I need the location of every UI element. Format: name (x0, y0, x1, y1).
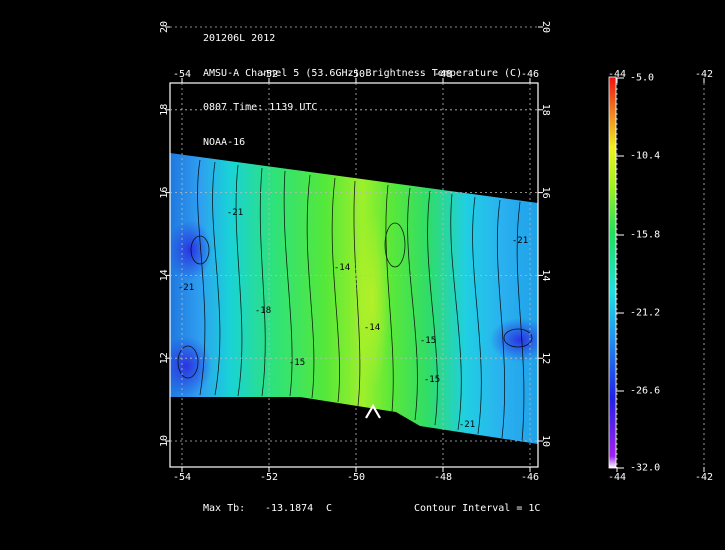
contour-label: -15 (420, 336, 436, 346)
product-title-line: AMSU-A Channel 5 (53.6GHz) Brightness Te… (203, 67, 523, 79)
max-tb-unit: C (326, 503, 333, 514)
plot-header: 201206L 2012 AMSU-A Channel 5 (53.6GHz) … (203, 10, 522, 160)
contour-label: -14 (334, 263, 350, 273)
contour-label: -21 (178, 283, 194, 293)
lon-tick-label: -50 (347, 69, 365, 80)
storm-center-marker (365, 403, 381, 419)
lon-tick-label: -46 (521, 472, 539, 483)
lon-tick-label: -54 (173, 472, 191, 483)
lat-tick-label: 16 (540, 187, 551, 199)
lon-tick-label: -46 (521, 69, 539, 80)
colorbar-label: -32.0 (630, 462, 661, 474)
lat-lon-grid (170, 26, 705, 467)
storm-id-line: 201206L 2012 (203, 33, 276, 44)
lon-tick-label: -50 (347, 472, 365, 483)
max-tb-value: -13.1874 (265, 503, 314, 514)
lat-tick-label: 14 (540, 269, 551, 281)
satellite-line: NOAA-16 (203, 136, 246, 148)
contour-label: -21 (512, 236, 528, 246)
colorbar-label: -15.8 (630, 229, 661, 241)
lat-tick-label: 12 (540, 352, 551, 364)
lat-tick-label: 18 (540, 104, 551, 116)
contour-label: -14 (364, 323, 380, 333)
contour-labels: -21 -21 -18 -14 -15 -15 -14 -15 -21 -21 (178, 208, 528, 430)
contour-label: -21 (459, 420, 475, 430)
lon-tick-label: -42 (695, 472, 713, 483)
contour-label: -15 (424, 375, 440, 385)
lon-tick-label: -52 (260, 472, 278, 483)
lat-tick-label: 20 (159, 21, 170, 33)
colorbar-label: -21.2 (630, 307, 661, 319)
lon-tick-label: -48 (434, 472, 452, 483)
lon-tick-label: -48 (434, 69, 452, 80)
time-line: 0807 Time: 1139 UTC (203, 102, 318, 113)
colorbar-label: -10.4 (630, 150, 661, 162)
lat-tick-label: 18 (159, 104, 170, 116)
colorbar (608, 76, 617, 469)
lat-tick-label: 16 (159, 187, 170, 199)
contour-label: -15 (289, 358, 305, 368)
swath-area (170, 153, 538, 444)
colorbar-label: -26.6 (630, 385, 661, 397)
lon-tick-label: -54 (173, 69, 191, 80)
lat-tick-label: 10 (159, 435, 170, 447)
contour-label: -21 (227, 208, 243, 218)
lon-tick-label: -44 (608, 69, 626, 80)
axis-tick-labels: -54 -54 -52 -52 -50 -50 -48 -48 -46 -46 -44 -44 -42 -… (159, 21, 713, 483)
colorbar-label: -5.0 (630, 72, 655, 84)
contour-label: -18 (255, 306, 271, 316)
lat-tick-label: 12 (159, 352, 170, 364)
lon-tick-label: -44 (608, 472, 626, 483)
colorbar-ticks (616, 77, 624, 469)
lat-tick-label: 20 (540, 21, 551, 33)
max-tb-label: Max Tb: (203, 503, 246, 514)
lon-tick-label: -52 (260, 69, 278, 80)
lat-tick-label: 14 (159, 269, 170, 281)
contour-interval: Contour Interval = 1C (414, 503, 541, 514)
lon-tick-label: -42 (695, 69, 713, 80)
lat-tick-label: 10 (540, 435, 551, 447)
